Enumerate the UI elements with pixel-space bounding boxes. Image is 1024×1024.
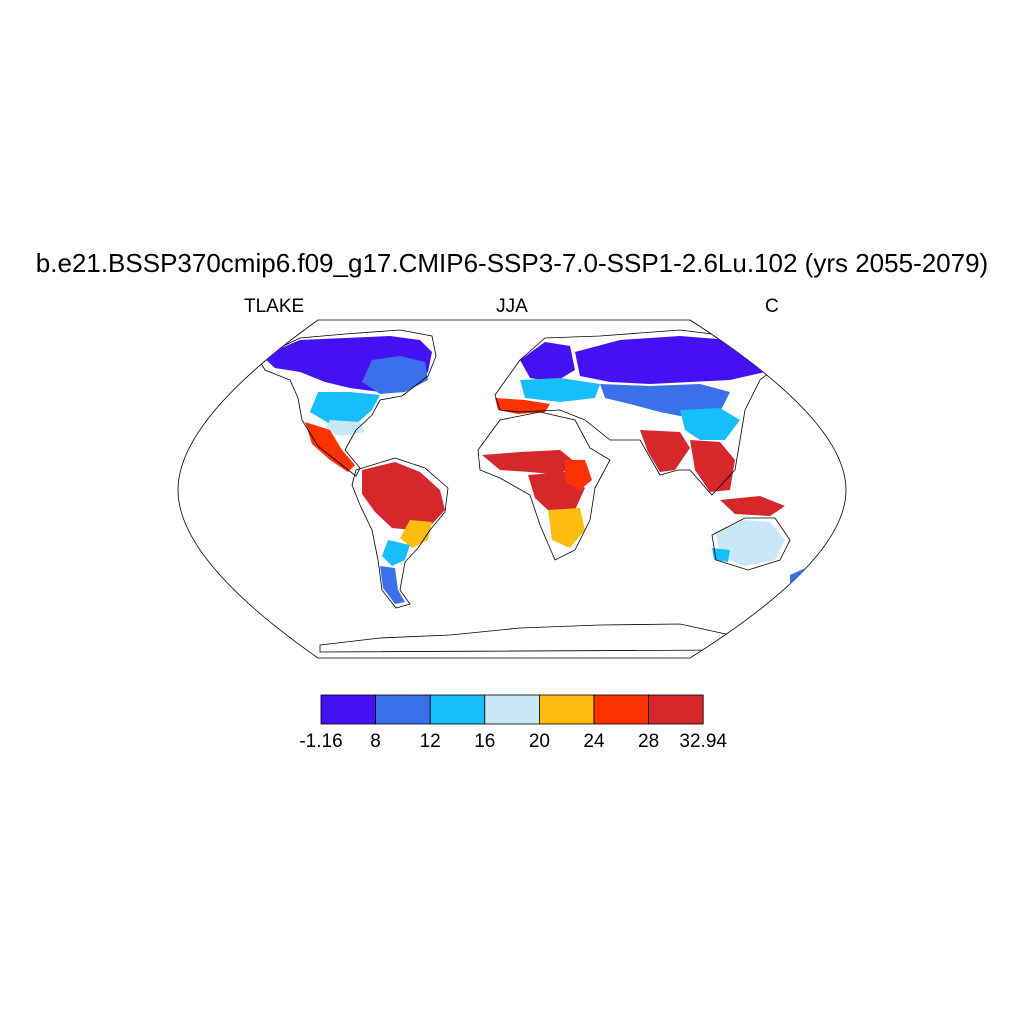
region-canada-east	[362, 356, 428, 394]
coast-eurasia	[494, 329, 786, 496]
region-mediterranean	[495, 398, 550, 414]
region-sahel	[482, 450, 575, 475]
colorbar-label-5: 24	[583, 731, 605, 752]
region-brazil-south	[400, 520, 432, 548]
region-amazon	[362, 462, 445, 530]
colorbar-box-2	[429, 694, 486, 725]
plot-title: b.e21.BSSP370cmip6.f09_g17.CMIP6-SSP3-7.…	[35, 248, 989, 278]
region-india	[640, 430, 690, 472]
region-central-europe	[520, 378, 600, 402]
region-argentina	[382, 540, 410, 566]
region-china	[680, 408, 740, 440]
variable-label: TLAKE	[244, 296, 305, 317]
colorbar-label-4: 20	[528, 731, 550, 752]
coast-africa	[477, 411, 611, 561]
region-scandinavia	[520, 342, 575, 382]
colorbar-box-6	[648, 694, 704, 725]
colorbar-label-3: 16	[474, 731, 496, 752]
coast-australia	[711, 517, 791, 571]
units-label: C	[765, 296, 779, 317]
region-australia-east	[712, 548, 730, 562]
region-east-africa	[565, 460, 592, 490]
region-siberia	[575, 336, 770, 384]
region-indonesia	[720, 496, 785, 516]
coast-south-america	[351, 457, 449, 609]
region-mexico	[305, 422, 355, 472]
coast-north-america	[257, 329, 437, 477]
season-label: JJA	[496, 296, 528, 317]
colorbar-box-3	[484, 694, 540, 725]
colorbar-box-1	[375, 694, 431, 725]
colorbar-label-2: 12	[419, 731, 441, 752]
region-southern-africa	[548, 508, 585, 548]
colorbar-label-7: 32.94	[679, 731, 727, 752]
coast-antarctica	[319, 623, 736, 653]
data-field	[262, 336, 820, 604]
region-patagonia	[380, 566, 405, 604]
region-eastern-usa	[310, 392, 380, 425]
colorbar-box-5	[593, 694, 649, 725]
colorbar-box-4	[539, 694, 595, 725]
colorbar-label-0: -1.16	[299, 731, 343, 752]
colorbar-label-1: 8	[370, 731, 381, 752]
coastlines	[257, 329, 791, 653]
region-australia	[716, 520, 785, 566]
colorbar-box-0	[320, 694, 376, 725]
colorbar-label-6: 28	[638, 731, 660, 752]
region-southeast-asia	[690, 440, 735, 492]
